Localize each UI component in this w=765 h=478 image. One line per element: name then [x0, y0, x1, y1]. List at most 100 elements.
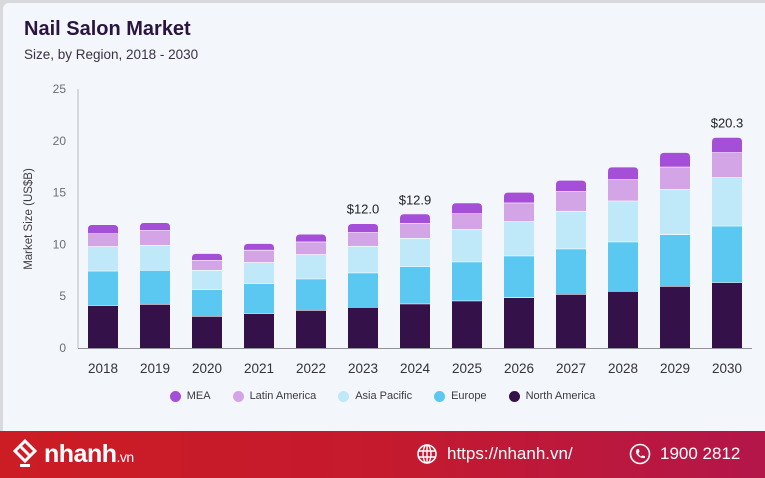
bar-segment-latin-america: [452, 213, 482, 230]
bar-segment-europe: [348, 272, 378, 307]
bar-segment-latin-america: [712, 152, 742, 178]
bar-segment-latin-america: [244, 249, 274, 263]
x-tick-label: 2026: [504, 361, 534, 376]
bar-segment-mea: [504, 192, 534, 203]
bar-segment-europe: [556, 248, 586, 295]
phone-link[interactable]: 1900 2812: [629, 443, 740, 465]
bar-segment-latin-america: [296, 241, 326, 255]
bar-segment-latin-america: [504, 202, 534, 222]
x-tick-label: 2027: [556, 361, 586, 376]
bar-segment-latin-america: [348, 232, 378, 246]
x-tick-label: 2024: [400, 361, 431, 376]
legend-item-europe[interactable]: Europe: [434, 390, 487, 402]
bar-segment-latin-america: [660, 166, 690, 190]
footer-banner: nhanh.vn https://nhanh.vn/ 1900 2812: [0, 431, 765, 478]
bar-segment-mea: [244, 243, 274, 250]
bar-segment-europe: [504, 255, 534, 298]
globe-icon: [417, 444, 437, 464]
legend-label: Europe: [451, 390, 487, 402]
website-url: https://nhanh.vn/: [447, 444, 573, 463]
bar-segment-north-america: [244, 313, 274, 348]
x-tick-label: 2023: [348, 361, 378, 376]
bar-segment-mea: [192, 253, 222, 260]
website-link[interactable]: https://nhanh.vn/: [416, 443, 573, 465]
bar-segment-asia-pacific: [452, 229, 482, 262]
bar-segment-north-america: [608, 291, 638, 348]
data-label: $20.3: [711, 116, 744, 131]
bar-segment-europe: [608, 241, 638, 292]
legend-swatch: [169, 390, 181, 402]
bar-segment-asia-pacific: [712, 177, 742, 226]
bar-segment-asia-pacific: [88, 246, 118, 271]
bar-segment-north-america: [660, 286, 690, 348]
x-tick-label: 2025: [452, 361, 482, 376]
y-tick-label: 5: [59, 289, 66, 303]
bar-segment-mea: [452, 203, 482, 214]
legend-swatch: [338, 390, 350, 402]
x-tick-label: 2029: [660, 361, 690, 376]
bar-segment-mea: [88, 225, 118, 234]
bar-segment-latin-america: [88, 233, 118, 247]
x-tick-label: 2020: [192, 361, 222, 376]
legend-item-latin-america[interactable]: Latin America: [232, 390, 317, 402]
chart-subtitle: Size, by Region, 2018 - 2030: [24, 47, 199, 62]
bar-segment-europe: [296, 278, 326, 310]
bar-segment-north-america: [348, 306, 378, 348]
x-tick-label: 2019: [140, 361, 170, 376]
data-label: $12.9: [399, 192, 432, 207]
y-tick-label: 0: [59, 341, 66, 355]
legend-item-asia-pacific[interactable]: Asia Pacific: [338, 390, 412, 402]
y-tick-label: 10: [53, 237, 67, 251]
bar-segment-mea: [608, 167, 638, 180]
legend-swatch: [232, 390, 244, 402]
x-tick-label: 2022: [296, 361, 326, 376]
bar-segment-europe: [660, 234, 690, 287]
bar-segment-europe: [244, 283, 274, 314]
bar-segment-europe: [452, 261, 482, 301]
legend-item-north-america[interactable]: North America: [508, 390, 596, 402]
x-tick-label: 2030: [712, 361, 742, 376]
phone-icon: [629, 443, 651, 465]
bar-segment-europe: [400, 266, 430, 304]
bar-segment-asia-pacific: [296, 254, 326, 279]
bar-segment-north-america: [140, 303, 170, 348]
chart-legend: MEA Latin America Asia Pacific Europe North …: [0, 390, 765, 402]
y-axis-label: Market Size (US$B): [23, 168, 35, 270]
bar-segment-mea: [556, 180, 586, 192]
nhanh-logo-icon: [12, 439, 38, 467]
bar-segment-north-america: [400, 303, 430, 348]
bar-segment-europe: [88, 270, 118, 306]
brand-logo[interactable]: nhanh.vn: [12, 439, 134, 469]
bar-segment-latin-america: [400, 222, 430, 238]
bar-segment-asia-pacific: [608, 200, 638, 242]
bar-segment-mea: [712, 137, 742, 153]
bar-segment-latin-america: [556, 191, 586, 211]
bar-segment-north-america: [88, 305, 118, 348]
bar-segment-north-america: [192, 315, 222, 348]
bar-segment-asia-pacific: [140, 245, 170, 270]
brand-name: nhanh.vn: [44, 439, 134, 468]
legend-label: North America: [525, 390, 596, 402]
bar-segment-mea: [296, 234, 326, 242]
bar-segment-asia-pacific: [192, 269, 222, 290]
bar-segment-mea: [400, 214, 430, 223]
x-tick-label: 2021: [244, 361, 274, 376]
bar-segment-north-america: [452, 300, 482, 348]
bar-segment-asia-pacific: [400, 237, 430, 267]
bar-segment-mea: [348, 223, 378, 233]
bar-segment-europe: [192, 289, 222, 316]
phone-number: 1900 2812: [660, 444, 741, 463]
bar-segment-asia-pacific: [556, 210, 586, 249]
bar-segment-latin-america: [608, 179, 638, 201]
y-tick-label: 15: [53, 186, 67, 200]
legend-label: Asia Pacific: [355, 390, 413, 402]
legend-label: MEA: [186, 390, 211, 402]
bar-segment-north-america: [556, 294, 586, 348]
legend-item-mea[interactable]: MEA: [169, 390, 211, 402]
chart-title: Nail Salon Market: [24, 18, 191, 40]
legend-label: Latin America: [249, 390, 317, 402]
bar-segment-north-america: [712, 282, 742, 348]
y-tick-label: 20: [53, 134, 67, 148]
bar-segment-north-america: [504, 297, 534, 348]
